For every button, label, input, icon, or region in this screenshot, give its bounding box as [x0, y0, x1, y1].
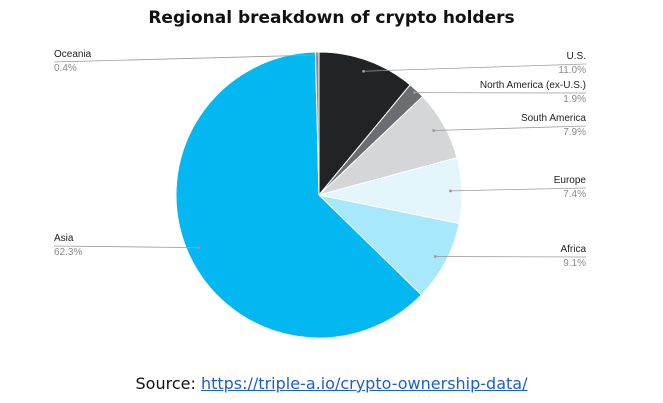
leader-dot-africa [433, 255, 437, 258]
leader-dot-oceania [315, 53, 319, 57]
slice-label-africa: Africa [560, 244, 586, 255]
slice-value-south-america: 7.9% [563, 127, 586, 138]
source-line: Source: https://triple-a.io/crypto-owner… [0, 374, 663, 393]
leader-line-asia [53, 245, 199, 249]
leader-dot-south-america [432, 129, 436, 132]
leader-line-oceania [53, 54, 318, 63]
leader-line-u-s [363, 63, 587, 72]
source-prefix: Source: [135, 374, 201, 393]
leader-dot-europe [449, 189, 452, 193]
slice-label-asia: Asia [54, 233, 74, 244]
leader-lines [53, 53, 587, 258]
leader-line-europe [450, 187, 587, 192]
leader-dot-u-s [362, 69, 365, 73]
slice-label-oceania: Oceania [54, 49, 92, 60]
slice-value-africa: 9.1% [563, 258, 586, 269]
pie-slices [175, 51, 463, 339]
pie-slice-asia [175, 51, 423, 339]
slice-value-north-america-ex-u-s: 1.9% [563, 94, 586, 105]
pie-slice-oceania [314, 51, 320, 196]
slice-labels: U.S. 11.0% North America (ex-U.S.) 1.9% Sout… [54, 49, 586, 269]
chart-title: Regional breakdown of crypto holders [148, 8, 515, 28]
source-link[interactable]: https://triple-a.io/crypto-ownership-dat… [200, 374, 528, 393]
slice-value-europe: 7.4% [563, 189, 586, 200]
leader-dot-north-america-ex-u-s [413, 91, 416, 95]
slice-label-europe: Europe [554, 175, 587, 186]
leader-dot-asia [197, 246, 200, 250]
leader-line-south-america [433, 125, 587, 131]
slice-label-u-s: U.S. [567, 51, 586, 62]
pie-slice-u-s [318, 51, 411, 197]
pie-slice-africa [317, 194, 460, 296]
slice-label-north-america-ex-u-s: North America (ex-U.S.) [480, 80, 586, 91]
slice-value-asia: 62.3% [54, 247, 82, 258]
slice-label-south-america: South America [521, 113, 586, 124]
slice-value-oceania: 0.4% [54, 63, 77, 74]
slice-value-u-s: 11.0% [558, 65, 586, 76]
